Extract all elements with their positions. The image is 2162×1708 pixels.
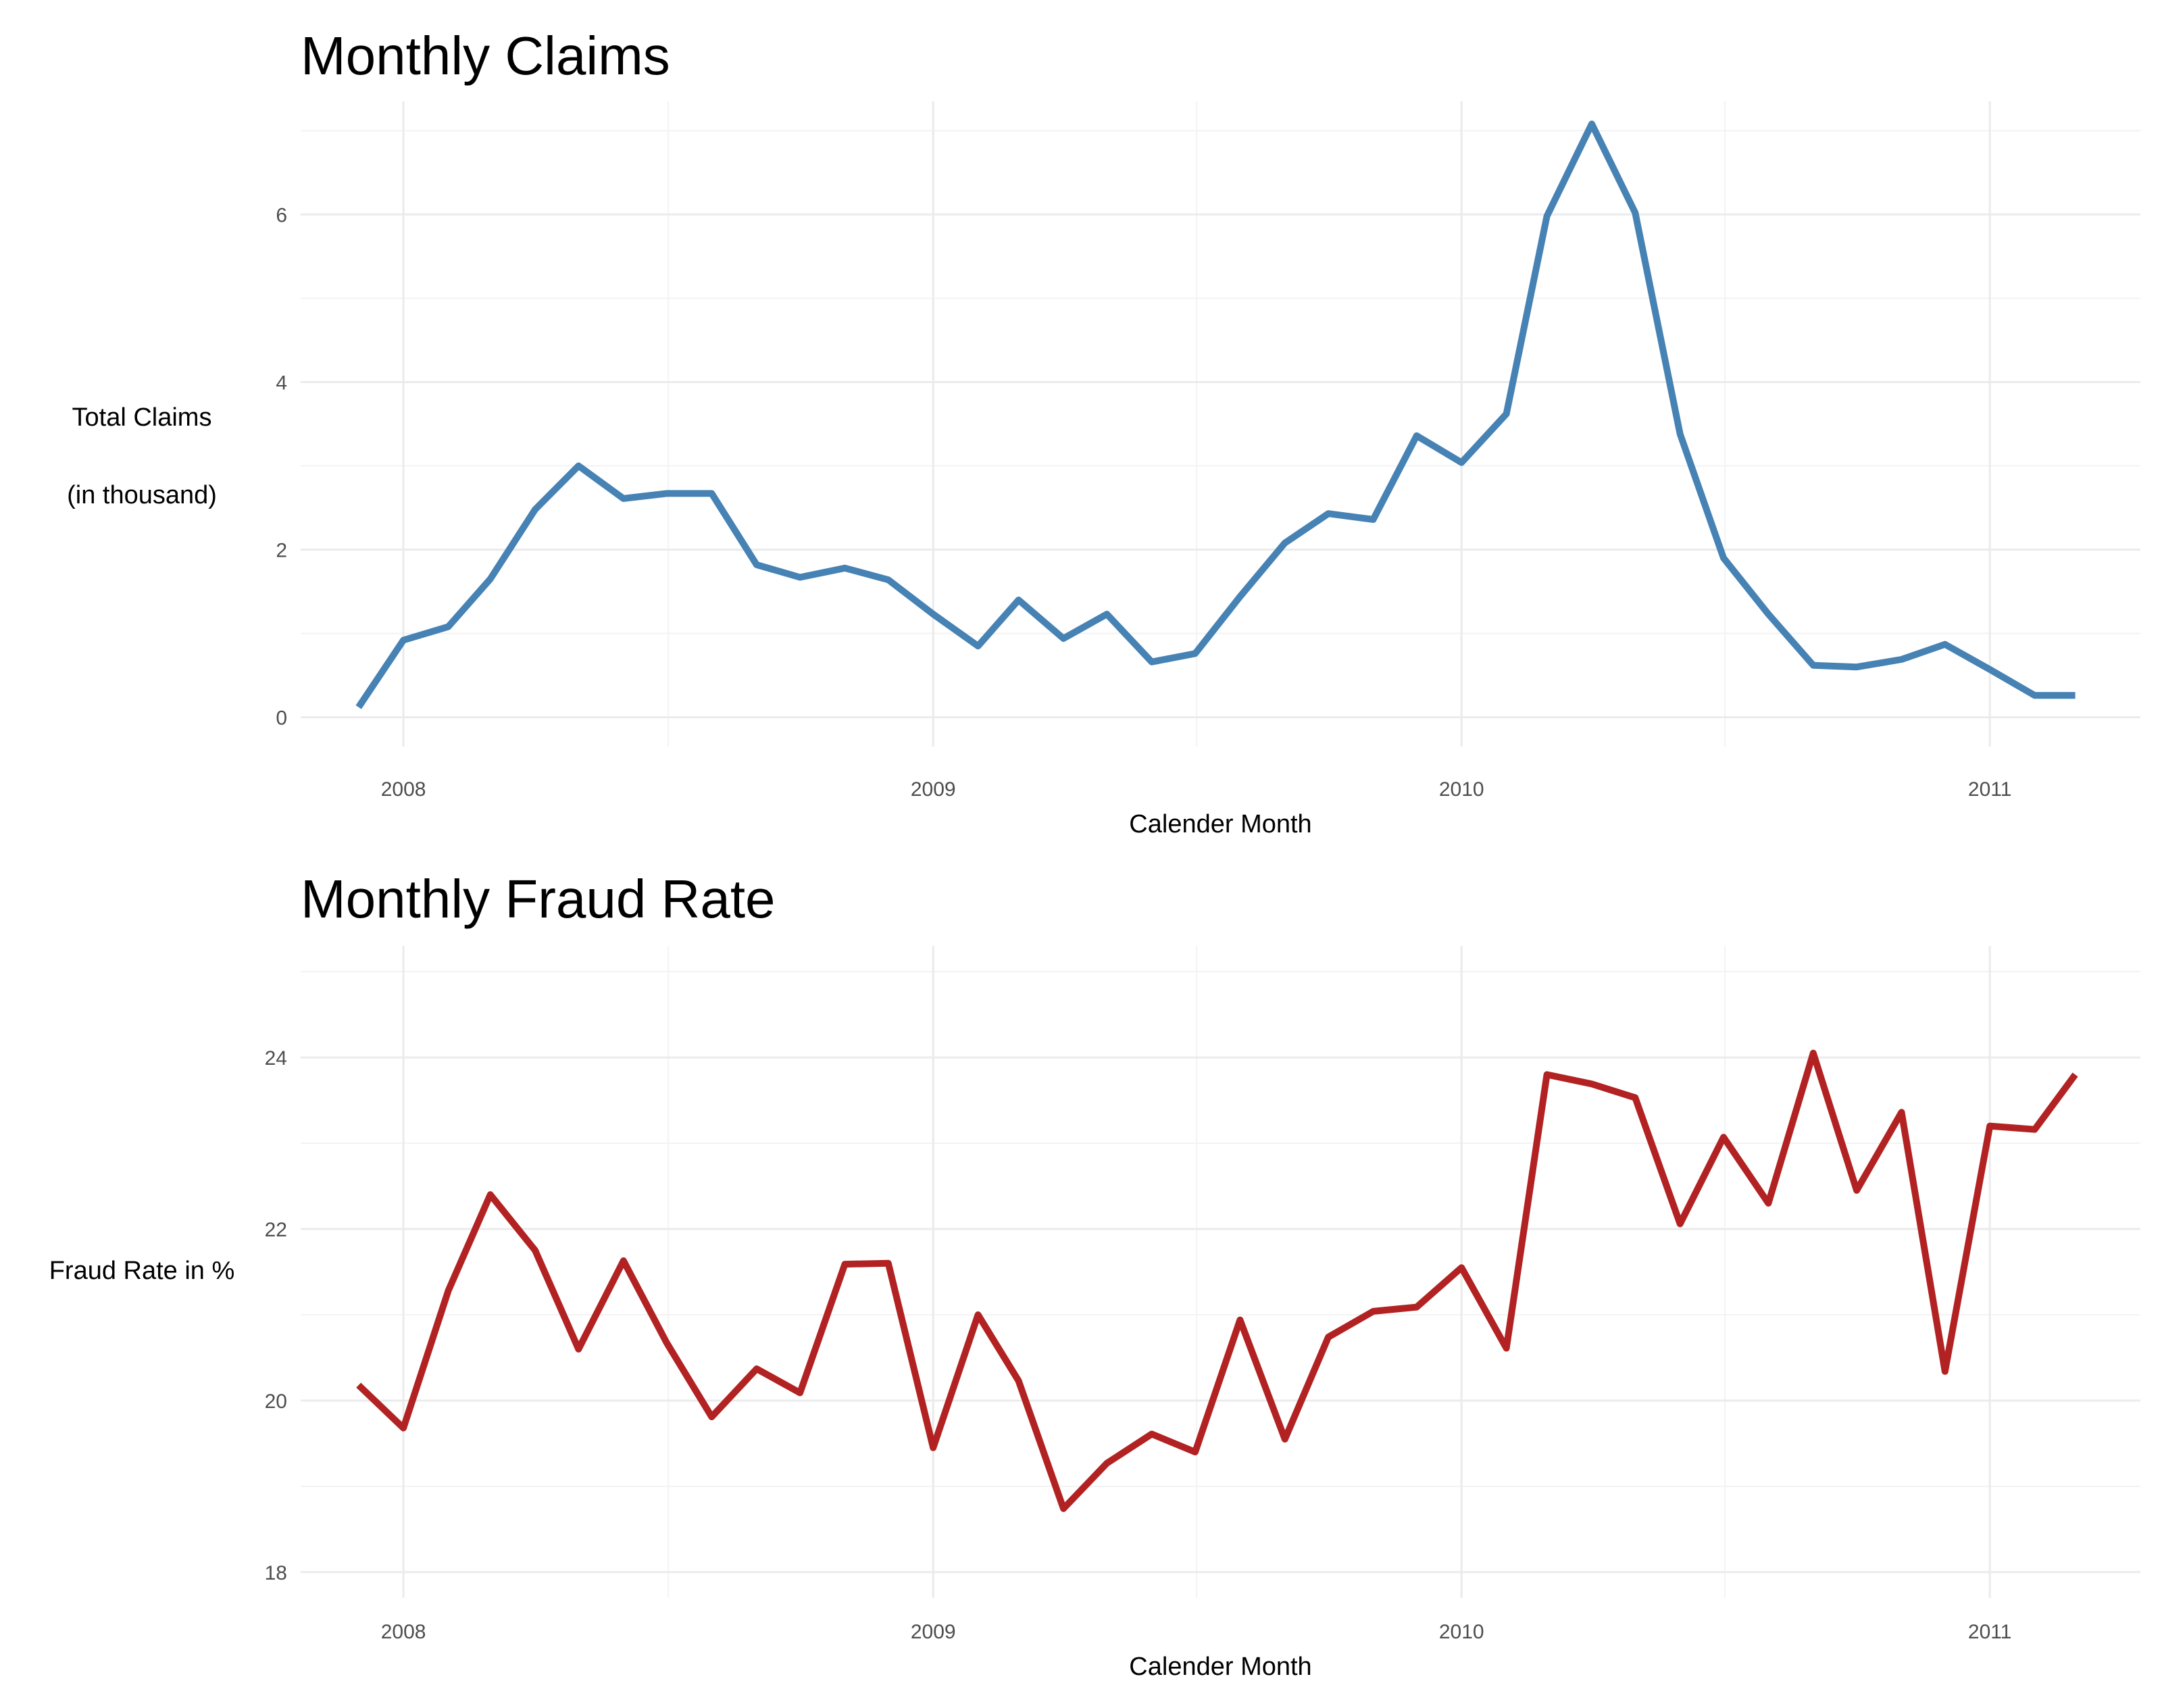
- claims-x-tick-label: 2008: [381, 778, 426, 801]
- fraud-rate-chart-panel: Monthly Fraud Rate Fraud Rate in % Calen…: [49, 869, 2140, 1681]
- claims-x-tick-label: 2011: [1968, 778, 2012, 801]
- fraud-rate-x-axis-label: Calender Month: [1129, 1653, 1311, 1681]
- fraud-rate-y-tick-label: 24: [265, 1047, 287, 1070]
- claims-y-tick-label: 4: [276, 372, 287, 394]
- claims-y-tick-label: 6: [276, 204, 287, 226]
- claims-y-tick-label: 2: [276, 540, 287, 562]
- fraud-rate-series-line: [356, 1049, 2078, 1512]
- claims-y-axis-label-line-1: Total Claims: [72, 403, 212, 432]
- claims-x-axis-label: Calender Month: [1129, 810, 1311, 838]
- fraud-rate-y-ticks: 18 20 22 24: [265, 1047, 287, 1584]
- claims-x-ticks: 2008 2009 2010 2011: [381, 778, 2012, 801]
- claims-series-line: [355, 120, 2076, 709]
- claims-chart-panel: Monthly Claims Total Claims (in thousand…: [67, 26, 2140, 838]
- claims-y-axis-label-line-2: (in thousand): [67, 481, 217, 509]
- fraud-rate-x-tick-label: 2010: [1439, 1621, 1484, 1643]
- fraud-rate-chart-title: Monthly Fraud Rate: [301, 869, 776, 929]
- fraud-rate-y-tick-label: 22: [265, 1219, 287, 1241]
- claims-y-ticks: 0 2 4 6: [276, 204, 287, 729]
- claims-grid: [301, 101, 2140, 747]
- fraud-rate-y-axis-label: Fraud Rate in %: [49, 1257, 235, 1285]
- fraud-rate-y-tick-label: 20: [265, 1390, 287, 1413]
- fraud-rate-y-tick-label: 18: [265, 1562, 287, 1584]
- claims-x-tick-label: 2009: [911, 778, 956, 801]
- fraud-rate-x-tick-label: 2011: [1968, 1621, 2012, 1643]
- fraud-rate-x-ticks: 2008 2009 2010 2011: [381, 1621, 2012, 1643]
- fraud-rate-x-tick-label: 2009: [911, 1621, 956, 1643]
- claims-chart-title: Monthly Claims: [301, 26, 670, 86]
- claims-x-tick-label: 2010: [1439, 778, 1484, 801]
- fraud-rate-x-tick-label: 2008: [381, 1621, 426, 1643]
- fraud-rate-grid: [301, 946, 2140, 1598]
- claims-y-tick-label: 0: [276, 707, 287, 730]
